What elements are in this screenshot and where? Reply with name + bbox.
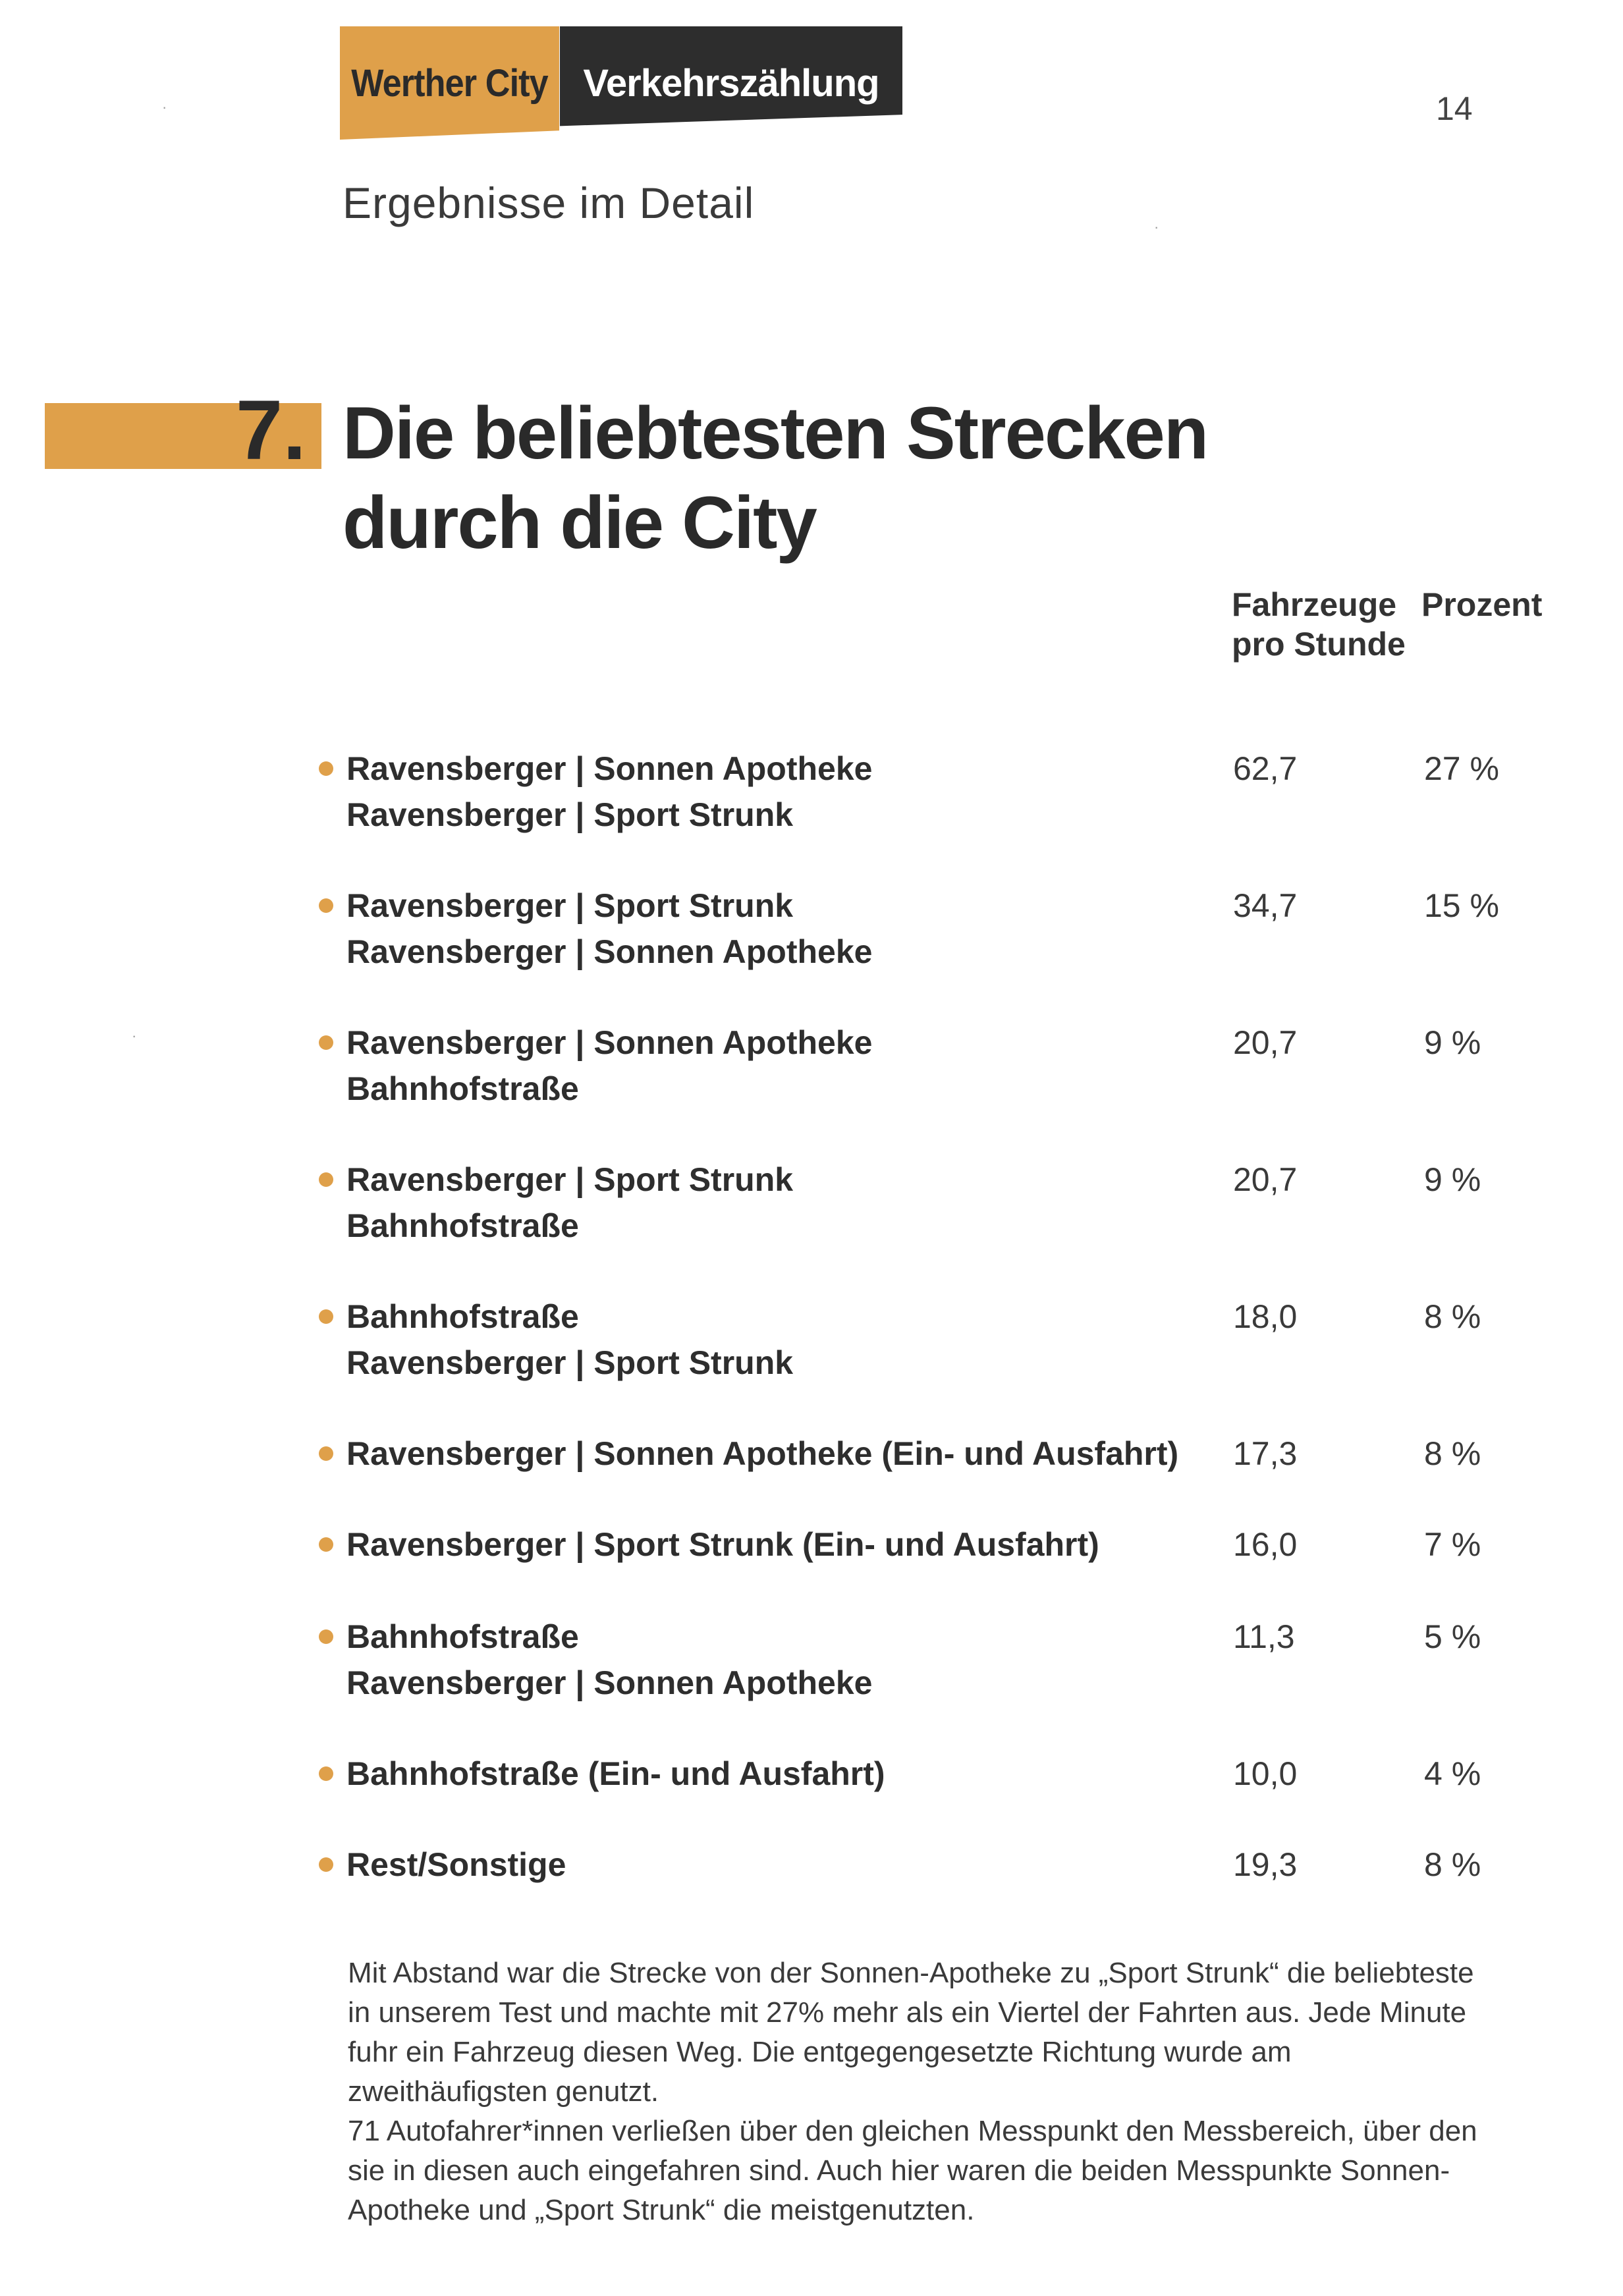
route-line: Ravensberger | Sport Strunk (Ein- und Au… [346, 1526, 1099, 1563]
bullet-icon [319, 1035, 333, 1050]
route-line: Bahnhofstraße (Ein- und Ausfahrt) [346, 1755, 885, 1792]
column-header-line: Fahrzeuge [1232, 586, 1397, 623]
route-label: Ravensberger | Sport Strunk (Ein- und Au… [346, 1521, 1099, 1568]
route-label: Bahnhofstraße Ravensberger | Sonnen Apot… [346, 1614, 872, 1706]
route-percent: 27 % [1424, 750, 1499, 787]
route-line: Ravensberger | Sonnen Apotheke [346, 1664, 873, 1701]
route-line: Ravensberger | Sonnen Apotheke [346, 933, 873, 970]
route-percent: 8 % [1424, 1298, 1481, 1335]
route-vehicles: 16,0 [1233, 1526, 1298, 1563]
route-label: Rest/Sonstige [346, 1842, 566, 1888]
summary-paragraph: 71 Autofahrer*innen verließen über den g… [348, 2115, 1477, 2226]
route-line: Ravensberger | Sonnen Apotheke [346, 750, 873, 787]
route-line: Bahnhofstraße [346, 1207, 579, 1244]
route-label: Ravensberger | Sport Strunk Bahnhofstraß… [346, 1157, 793, 1249]
route-label: Bahnhofstraße Ravensberger | Sport Strun… [346, 1294, 793, 1386]
route-line: Ravensberger | Sonnen Apotheke [346, 1024, 873, 1061]
route-vehicles: 34,7 [1233, 887, 1298, 924]
page-number: 14 [1436, 90, 1473, 127]
route-line: Ravensberger | Sonnen Apotheke (Ein- und… [346, 1435, 1179, 1472]
bullet-icon [319, 1537, 333, 1552]
route-vehicles: 19,3 [1233, 1846, 1298, 1883]
route-line: Bahnhofstraße [346, 1070, 579, 1107]
bullet-icon [319, 1172, 333, 1187]
bullet-icon [319, 761, 333, 776]
route-label: Ravensberger | Sonnen Apotheke Bahnhofst… [346, 1020, 872, 1112]
route-vehicles: 11,3 [1233, 1618, 1295, 1655]
route-vehicles: 20,7 [1233, 1161, 1298, 1198]
route-line: Bahnhofstraße [346, 1618, 579, 1655]
summary-text: Mit Abstand war die Strecke von der Sonn… [348, 1954, 1481, 2230]
route-percent: 9 % [1424, 1161, 1481, 1198]
route-line: Rest/Sonstige [346, 1846, 566, 1883]
section-title-line: Die beliebtesten Strecken [343, 392, 1209, 474]
bullet-icon [319, 1629, 333, 1644]
section-title-line: durch die City [343, 481, 817, 564]
section-accent-bar [45, 403, 321, 469]
route-percent: 4 % [1424, 1755, 1481, 1792]
column-header-line: pro Stunde [1232, 626, 1406, 663]
brand-city-label: Werther City [340, 26, 559, 140]
route-percent: 8 % [1424, 1435, 1481, 1472]
route-label: Ravensberger | Sonnen Apotheke (Ein- und… [346, 1431, 1178, 1477]
brand-title-label: Verkehrszählung [560, 26, 902, 126]
route-line: Ravensberger | Sport Strunk [346, 1161, 794, 1198]
section-number: 7. [236, 383, 306, 478]
route-line: Ravensberger | Sport Strunk [346, 887, 794, 924]
page-subtitle: Ergebnisse im Detail [343, 178, 755, 227]
route-percent: 9 % [1424, 1024, 1481, 1061]
bullet-icon [319, 1766, 333, 1781]
route-label: Ravensberger | Sonnen Apotheke Ravensber… [346, 746, 872, 838]
route-label: Bahnhofstraße (Ein- und Ausfahrt) [346, 1751, 885, 1797]
section-title: Die beliebtesten Strecken durch die City [343, 389, 1265, 568]
route-vehicles: 62,7 [1233, 750, 1298, 787]
route-label: Ravensberger | Sport Strunk Ravensberger… [346, 883, 872, 975]
route-vehicles: 20,7 [1233, 1024, 1298, 1061]
scan-speck: · [1154, 219, 1159, 235]
column-header-percent: Prozent [1421, 586, 1543, 623]
route-vehicles: 18,0 [1233, 1298, 1298, 1335]
bullet-icon [319, 1857, 333, 1872]
bullet-icon [319, 1446, 333, 1461]
bullet-icon [319, 1309, 333, 1324]
scan-speck: · [162, 99, 167, 115]
route-percent: 8 % [1424, 1846, 1481, 1883]
scan-speck: · [132, 1027, 137, 1044]
route-vehicles: 10,0 [1233, 1755, 1298, 1792]
route-line: Bahnhofstraße [346, 1298, 579, 1335]
summary-paragraph: Mit Abstand war die Strecke von der Sonn… [348, 1957, 1474, 2108]
route-line: Ravensberger | Sport Strunk [346, 1344, 794, 1381]
route-percent: 15 % [1424, 887, 1499, 924]
route-vehicles: 17,3 [1233, 1435, 1298, 1472]
column-header-vehicles: Fahrzeuge pro Stunde [1232, 585, 1429, 664]
route-percent: 5 % [1424, 1618, 1481, 1655]
route-line: Ravensberger | Sport Strunk [346, 796, 794, 833]
brand-banner: Werther City Verkehrszählung [340, 26, 902, 140]
route-percent: 7 % [1424, 1526, 1481, 1563]
bullet-icon [319, 898, 333, 913]
